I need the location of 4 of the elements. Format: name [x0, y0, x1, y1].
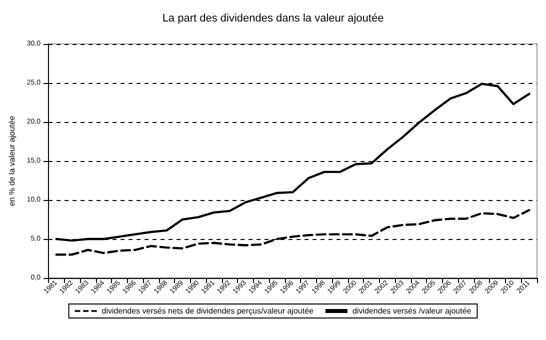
chart-title: La part des dividendes dans la valeur ajoutée: [162, 12, 384, 24]
y-axis-title: en % de la valeur ajoutée: [8, 115, 16, 206]
legend-label: dividendes versés nets de dividendes perçus/valeur ajoutée: [102, 306, 314, 316]
legend-label: dividendes versés /valeur ajoutée: [352, 306, 472, 316]
